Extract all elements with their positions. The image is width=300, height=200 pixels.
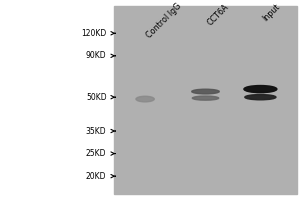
- Ellipse shape: [244, 86, 277, 93]
- Bar: [114, 6, 297, 194]
- Ellipse shape: [245, 95, 276, 100]
- Ellipse shape: [192, 89, 219, 94]
- Ellipse shape: [136, 96, 154, 102]
- Text: 25KD: 25KD: [86, 149, 106, 158]
- Text: 50KD: 50KD: [86, 93, 106, 102]
- Text: CCT6A: CCT6A: [206, 2, 231, 27]
- Text: 35KD: 35KD: [86, 127, 106, 136]
- Text: Input: Input: [260, 2, 281, 23]
- Text: 90KD: 90KD: [86, 51, 106, 60]
- Text: Control IgG: Control IgG: [145, 2, 184, 40]
- Text: 120KD: 120KD: [81, 29, 106, 38]
- Ellipse shape: [192, 96, 219, 100]
- Text: 20KD: 20KD: [86, 172, 106, 181]
